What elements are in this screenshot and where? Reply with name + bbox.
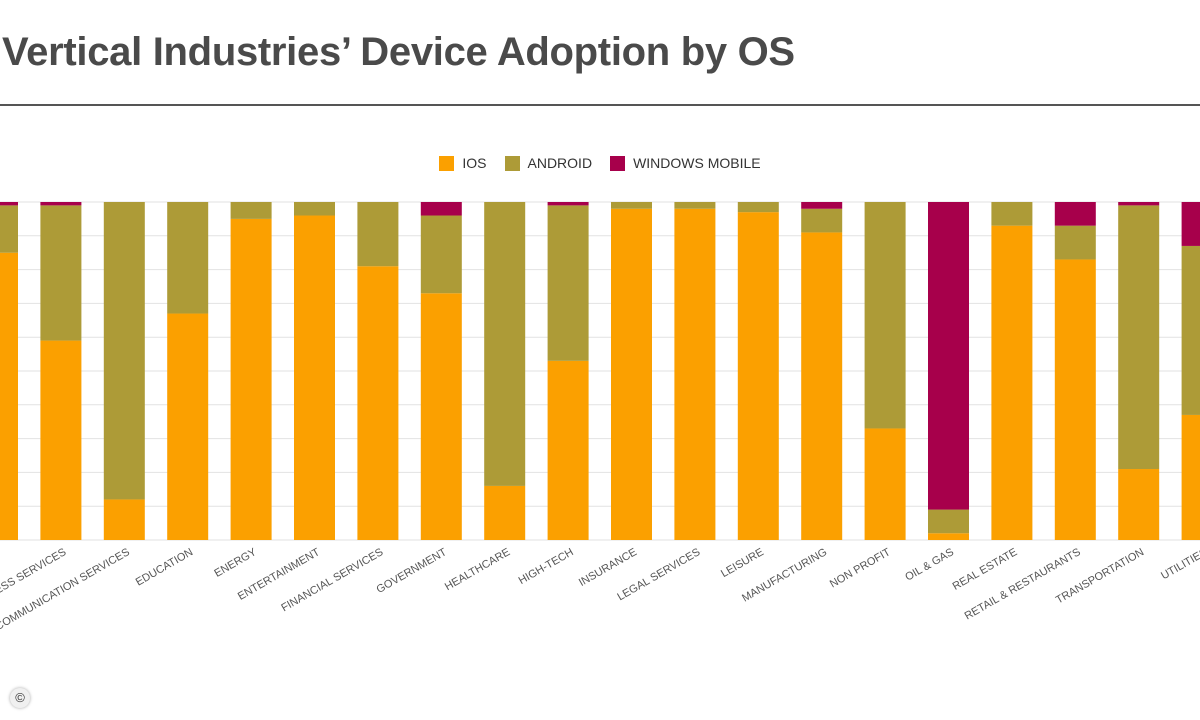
x-tick-label: GOVERNMENT [375, 546, 450, 596]
chart-title: Vertical Industries’ Device Adoption by … [2, 30, 795, 74]
bar-android [1118, 205, 1160, 470]
bar-ios [737, 212, 779, 540]
bar-android [420, 215, 462, 294]
bar-windows-mobile [420, 202, 462, 216]
legend-swatch-ios [439, 155, 455, 171]
bar-android [1181, 245, 1200, 415]
x-tick-label: OIL & GAS [903, 546, 956, 583]
bar-ios [357, 266, 399, 540]
bar-android [928, 509, 969, 534]
bar-android [294, 202, 335, 216]
bar-android [864, 202, 906, 429]
bar-android [1054, 225, 1096, 260]
legend-label-android: ANDROID [527, 155, 593, 171]
bar-android [611, 202, 652, 209]
bar-ios [1054, 259, 1096, 540]
bar-windows-mobile [40, 202, 82, 206]
bar-windows-mobile [1181, 202, 1200, 246]
bar-windows-mobile [0, 202, 18, 206]
bar-ios [167, 313, 209, 540]
bar-android [674, 202, 716, 209]
legend-item-windows-mobile: WINDOWS MOBILE [610, 152, 761, 174]
bar-ios [547, 360, 589, 540]
x-tick-label: RETAIL & RESTAURANTS [963, 546, 1083, 622]
legend-item-ios: IOS [439, 152, 487, 174]
x-tick-label: NON PROFIT [828, 546, 893, 590]
bar-ios [1181, 414, 1200, 540]
bar-ios [40, 340, 82, 540]
bar-ios [103, 499, 145, 540]
legend-swatch-windows-mobile [610, 155, 626, 171]
bar-windows-mobile [928, 202, 969, 510]
bar-ios [864, 428, 906, 540]
x-tick-label: HIGH-TECH [517, 546, 576, 587]
bar-windows-mobile [1118, 202, 1160, 206]
bar-ios [928, 533, 969, 540]
bar-ios [1118, 469, 1160, 540]
bar-android [547, 205, 589, 361]
bar-android [484, 202, 526, 486]
x-tick-label: UTILITIES [1159, 546, 1200, 582]
x-tick-label: INSURANCE [577, 546, 639, 589]
x-tick-label: LEISURE [719, 546, 766, 580]
bar-ios [674, 208, 716, 540]
bar-ios [611, 208, 652, 540]
title-divider [0, 104, 1200, 106]
bar-ios [484, 485, 526, 540]
bar-ios [420, 293, 462, 540]
bar-android [991, 202, 1033, 226]
bar-android [801, 208, 843, 233]
bar-android [103, 202, 145, 500]
bar-ios [230, 218, 272, 540]
legend-swatch-android [504, 155, 520, 171]
bar-windows-mobile [547, 202, 589, 206]
x-tick-label: EDUCATION [134, 546, 195, 588]
bar-windows-mobile [1054, 202, 1096, 226]
x-tick-label: ENERGY [212, 546, 259, 580]
x-tick-label: COMMUNICATION SERVICES [0, 546, 132, 633]
bar-android [357, 202, 399, 267]
legend-item-android: ANDROID [504, 152, 593, 174]
bar-ios [0, 252, 18, 540]
legend-label-windows-mobile: WINDOWS MOBILE [633, 155, 761, 171]
bar-ios [991, 225, 1033, 540]
x-tick-label: HEALTHCARE [443, 546, 512, 593]
bar-android [230, 202, 272, 219]
bar-android [737, 202, 779, 213]
bar-android [0, 205, 18, 253]
bar-windows-mobile [801, 202, 843, 209]
x-tick-label: FINANCIAL SERVICES [279, 546, 385, 614]
bar-android [40, 205, 82, 341]
chart-legend: IOS ANDROID WINDOWS MOBILE [0, 152, 1200, 174]
bars-group [0, 202, 1200, 541]
bar-ios [294, 215, 335, 540]
bar-ios [801, 232, 843, 541]
copyright-badge: © [10, 688, 30, 708]
legend-label-ios: IOS [462, 155, 487, 171]
bar-android [167, 202, 209, 314]
